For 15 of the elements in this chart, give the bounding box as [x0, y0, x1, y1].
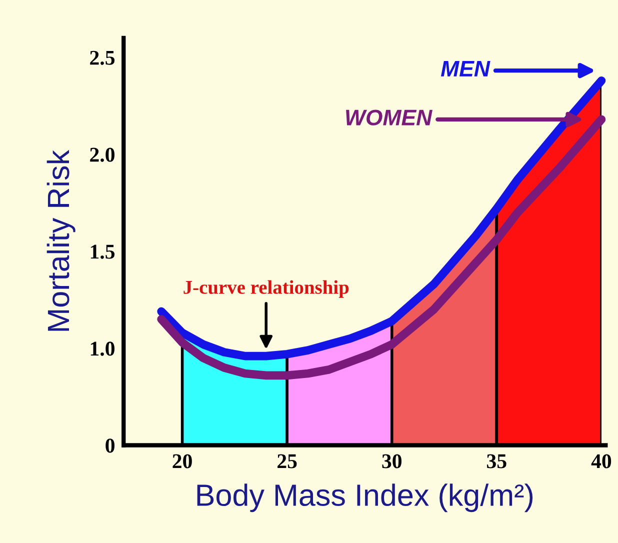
x-tick-label: 30	[382, 454, 402, 468]
y-tick-label: 1.0	[90, 342, 114, 356]
y-axis-title: Mortality Risk	[46, 150, 76, 331]
text: WOMEN	[346, 110, 432, 126]
x-tick-label: 40	[591, 454, 612, 468]
annotation: J-curve relationship	[184, 280, 349, 298]
y-tick-label: 2.0	[90, 148, 114, 162]
x-tick-label: 20	[172, 454, 192, 468]
y-tick-label: 1.5	[90, 244, 115, 259]
y-tick-label: 2.5	[90, 50, 115, 65]
x-tick-label: 35	[487, 454, 506, 468]
legend-label: MEN	[440, 61, 490, 76]
y-tick-label: 0	[106, 438, 114, 453]
x-tick-label: 25	[278, 454, 297, 468]
x-axis-title: Body Mass Index (kg/m²)	[197, 484, 533, 512]
